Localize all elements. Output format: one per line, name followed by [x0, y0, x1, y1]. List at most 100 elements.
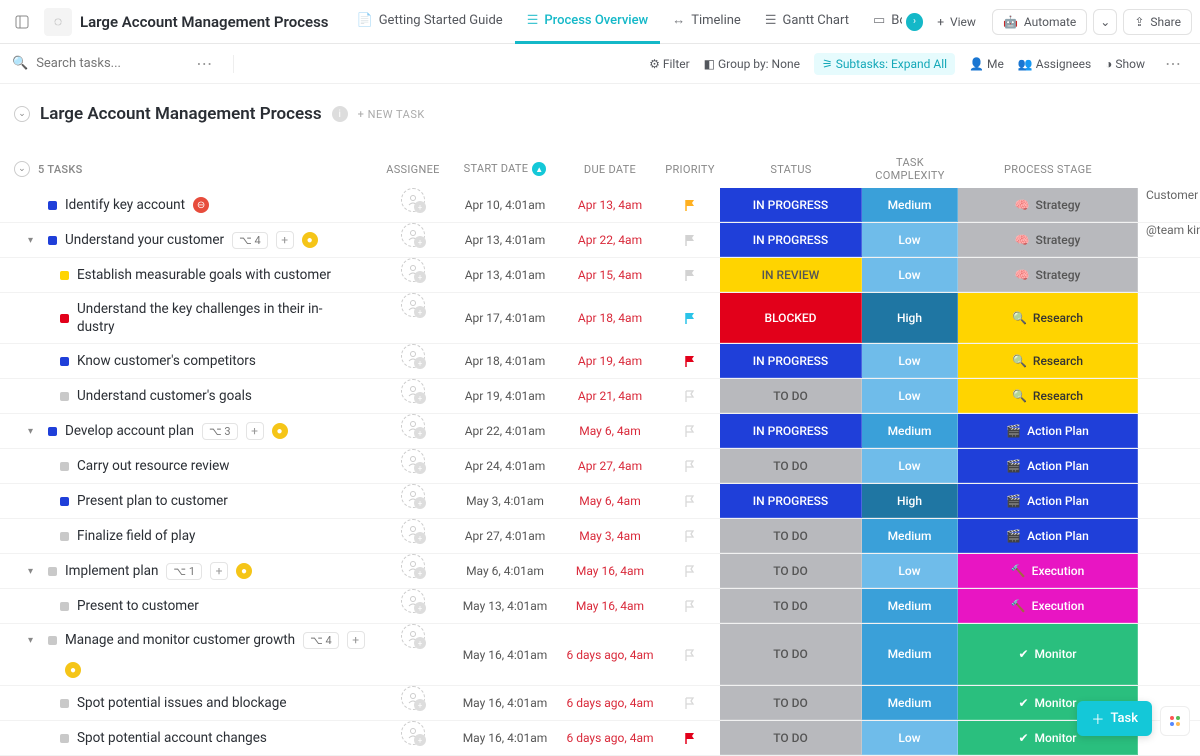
- add-subtask-button[interactable]: +: [246, 422, 264, 440]
- complexity-cell[interactable]: Low: [862, 344, 958, 378]
- expand-icon[interactable]: ▾: [28, 426, 40, 437]
- priority-flag-icon[interactable]: [660, 449, 720, 483]
- start-date[interactable]: Apr 19, 4:01am: [450, 379, 560, 413]
- start-date[interactable]: May 16, 4:01am: [450, 624, 560, 685]
- subtasks-button[interactable]: ⚞ Subtasks: Expand All: [814, 53, 955, 75]
- start-date[interactable]: May 3, 4:01am: [450, 484, 560, 518]
- collapse-group-icon[interactable]: ⌄: [14, 106, 30, 122]
- stage-cell[interactable]: 🎬Action Plan: [958, 414, 1138, 448]
- assignee-avatar[interactable]: +: [401, 449, 425, 473]
- complexity-cell[interactable]: High: [862, 484, 958, 518]
- table-row[interactable]: Spot potential account changes+May 16, 4…: [0, 721, 1200, 756]
- start-date[interactable]: Apr 22, 4:01am: [450, 414, 560, 448]
- stage-cell[interactable]: 🔍Research: [958, 344, 1138, 378]
- assignee-avatar[interactable]: +: [401, 686, 425, 710]
- due-date[interactable]: 6 days ago, 4am: [560, 721, 660, 755]
- status-square-icon[interactable]: [60, 314, 69, 323]
- sidebar-toggle-icon[interactable]: [8, 8, 36, 36]
- due-date[interactable]: 6 days ago, 4am: [560, 686, 660, 720]
- status-cell[interactable]: IN PROGRESS: [720, 344, 862, 378]
- assignee-avatar[interactable]: +: [401, 721, 425, 745]
- stage-cell[interactable]: 🎬Action Plan: [958, 484, 1138, 518]
- due-date[interactable]: May 3, 4am: [560, 519, 660, 553]
- space-icon[interactable]: ◌: [44, 8, 72, 36]
- due-date[interactable]: Apr 13, 4am: [560, 188, 660, 222]
- stage-cell[interactable]: 🔍Research: [958, 293, 1138, 343]
- assignee-avatar[interactable]: +: [401, 519, 425, 543]
- start-date[interactable]: Apr 10, 4:01am: [450, 188, 560, 222]
- subtask-count[interactable]: ⌥ 3: [202, 423, 238, 440]
- due-date[interactable]: May 6, 4am: [560, 484, 660, 518]
- start-date[interactable]: Apr 13, 4:01am: [450, 223, 560, 257]
- table-row[interactable]: Establish measurable goals with customer…: [0, 258, 1200, 293]
- new-task-fab[interactable]: ＋Task: [1077, 701, 1152, 736]
- due-date[interactable]: May 16, 4am: [560, 589, 660, 623]
- due-date[interactable]: 6 days ago, 4am: [560, 624, 660, 685]
- priority-flag-icon[interactable]: [660, 414, 720, 448]
- complexity-cell[interactable]: High: [862, 293, 958, 343]
- show-button[interactable]: ◑ Show: [1105, 57, 1145, 71]
- expand-icon[interactable]: ▾: [28, 235, 40, 246]
- assignee-avatar[interactable]: +: [401, 554, 425, 578]
- subtask-count[interactable]: ⌥ 1: [166, 563, 202, 580]
- stage-cell[interactable]: ✔Monitor: [958, 624, 1138, 685]
- start-date[interactable]: May 13, 4:01am: [450, 589, 560, 623]
- start-date[interactable]: Apr 27, 4:01am: [450, 519, 560, 553]
- priority-flag-icon[interactable]: [660, 554, 720, 588]
- assignee-avatar[interactable]: +: [401, 624, 425, 648]
- start-date[interactable]: Apr 17, 4:01am: [450, 293, 560, 343]
- col-priority[interactable]: PRIORITY: [660, 163, 720, 176]
- status-cell[interactable]: TO DO: [720, 589, 862, 623]
- col-status[interactable]: STATUS: [720, 163, 862, 176]
- stage-cell[interactable]: 🎬Action Plan: [958, 449, 1138, 483]
- priority-flag-icon[interactable]: [660, 624, 720, 685]
- complexity-cell[interactable]: Low: [862, 449, 958, 483]
- status-square-icon[interactable]: [60, 734, 69, 743]
- priority-flag-icon[interactable]: [660, 589, 720, 623]
- tab-timeline[interactable]: ↔Timeline: [660, 0, 753, 44]
- complexity-cell[interactable]: Low: [862, 721, 958, 755]
- status-cell[interactable]: BLOCKED: [720, 293, 862, 343]
- status-cell[interactable]: IN REVIEW: [720, 258, 862, 292]
- tab-gantt-chart[interactable]: ☰Gantt Chart: [753, 0, 861, 44]
- assignee-avatar[interactable]: +: [401, 379, 425, 403]
- priority-flag-icon[interactable]: [660, 379, 720, 413]
- assignee-avatar[interactable]: +: [401, 484, 425, 508]
- add-view-button[interactable]: +View: [927, 10, 986, 34]
- automate-dropdown[interactable]: ⌄: [1093, 9, 1117, 35]
- priority-flag-icon[interactable]: [660, 344, 720, 378]
- assignee-avatar[interactable]: +: [401, 414, 425, 438]
- complexity-cell[interactable]: Medium: [862, 686, 958, 720]
- subtask-count[interactable]: ⌥ 4: [303, 632, 339, 649]
- tab-bo[interactable]: ▭Bo: [861, 0, 902, 44]
- table-row[interactable]: Present plan to customer+May 3, 4:01amMa…: [0, 484, 1200, 519]
- share-button[interactable]: ⇪Share: [1123, 9, 1192, 35]
- add-subtask-button[interactable]: +: [347, 631, 365, 649]
- priority-flag-icon[interactable]: [660, 223, 720, 257]
- groupby-button[interactable]: ◧ Group by: None: [704, 57, 800, 71]
- status-cell[interactable]: TO DO: [720, 519, 862, 553]
- table-row[interactable]: Present to customer+May 13, 4:01amMay 16…: [0, 589, 1200, 624]
- complexity-cell[interactable]: Medium: [862, 519, 958, 553]
- stage-cell[interactable]: 🔨Execution: [958, 589, 1138, 623]
- status-square-icon[interactable]: [60, 392, 69, 401]
- table-row[interactable]: ▾Understand your customer⌥ 4+●+Apr 13, 4…: [0, 223, 1200, 258]
- assignee-avatar[interactable]: +: [401, 258, 425, 282]
- complexity-cell[interactable]: Low: [862, 223, 958, 257]
- col-complexity[interactable]: TASK COMPLEXITY: [862, 156, 958, 182]
- priority-flag-icon[interactable]: [660, 258, 720, 292]
- complexity-cell[interactable]: Medium: [862, 414, 958, 448]
- status-square-icon[interactable]: [60, 357, 69, 366]
- search-more-icon[interactable]: ⋯: [190, 54, 219, 73]
- col-assignee[interactable]: ASSIGNEE: [376, 163, 450, 176]
- complexity-cell[interactable]: Medium: [862, 624, 958, 685]
- status-square-icon[interactable]: [48, 201, 57, 210]
- stage-cell[interactable]: 🔍Research: [958, 379, 1138, 413]
- status-cell[interactable]: TO DO: [720, 379, 862, 413]
- status-cell[interactable]: IN PROGRESS: [720, 188, 862, 222]
- expand-icon[interactable]: ▾: [28, 635, 40, 646]
- table-row[interactable]: Understand customer's goals+Apr 19, 4:01…: [0, 379, 1200, 414]
- due-date[interactable]: Apr 18, 4am: [560, 293, 660, 343]
- due-date[interactable]: Apr 15, 4am: [560, 258, 660, 292]
- col-process-stage[interactable]: PROCESS STAGE: [958, 163, 1138, 176]
